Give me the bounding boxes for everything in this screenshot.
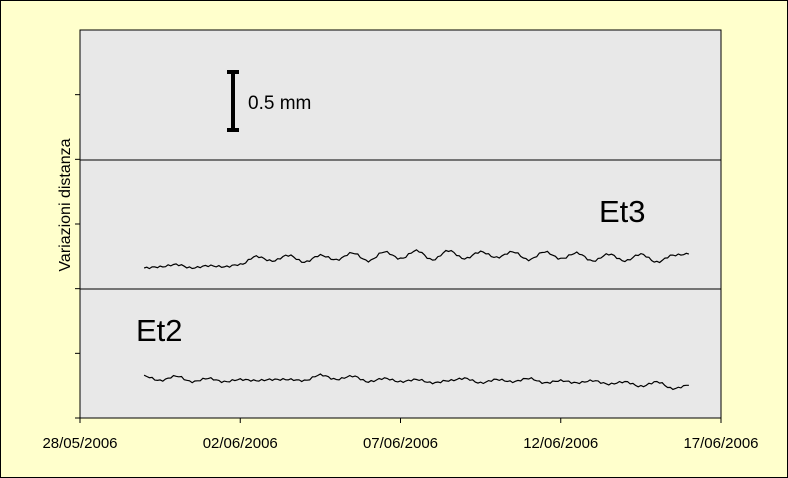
series-line-et3 <box>143 249 690 270</box>
scale-bar: 0.5 mm <box>227 70 311 132</box>
x-tick-label-4: 17/06/2006 <box>683 435 758 452</box>
y-axis-label: Variazioni distanza <box>57 138 74 271</box>
x-tick-label-2: 07/06/2006 <box>363 435 438 452</box>
x-tick-label-1: 02/06/2006 <box>203 435 278 452</box>
x-axis-ticks <box>79 418 722 423</box>
y-axis-ticks <box>75 94 80 419</box>
series-group <box>143 249 690 391</box>
plot-area <box>79 29 722 419</box>
series-label-et3: Et3 <box>599 194 646 229</box>
series-line-et2 <box>143 373 689 391</box>
scale-bar-label: 0.5 mm <box>248 93 311 114</box>
x-tick-label-0: 28/05/2006 <box>42 435 117 452</box>
x-tick-label-3: 12/06/2006 <box>523 435 598 452</box>
series-label-et2: Et2 <box>136 313 183 348</box>
x-axis-tick-labels: 28/05/2006 02/06/2006 07/06/2006 12/06/2006… <box>42 435 758 452</box>
